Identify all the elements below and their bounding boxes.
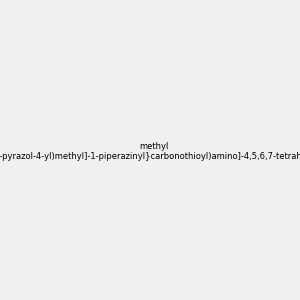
Text: methyl 6-methyl-2-[({4-[(1,3,5-trimethyl-1H-pyrazol-4-yl)methyl]-1-piperazinyl}c: methyl 6-methyl-2-[({4-[(1,3,5-trimethyl… [0,142,300,161]
